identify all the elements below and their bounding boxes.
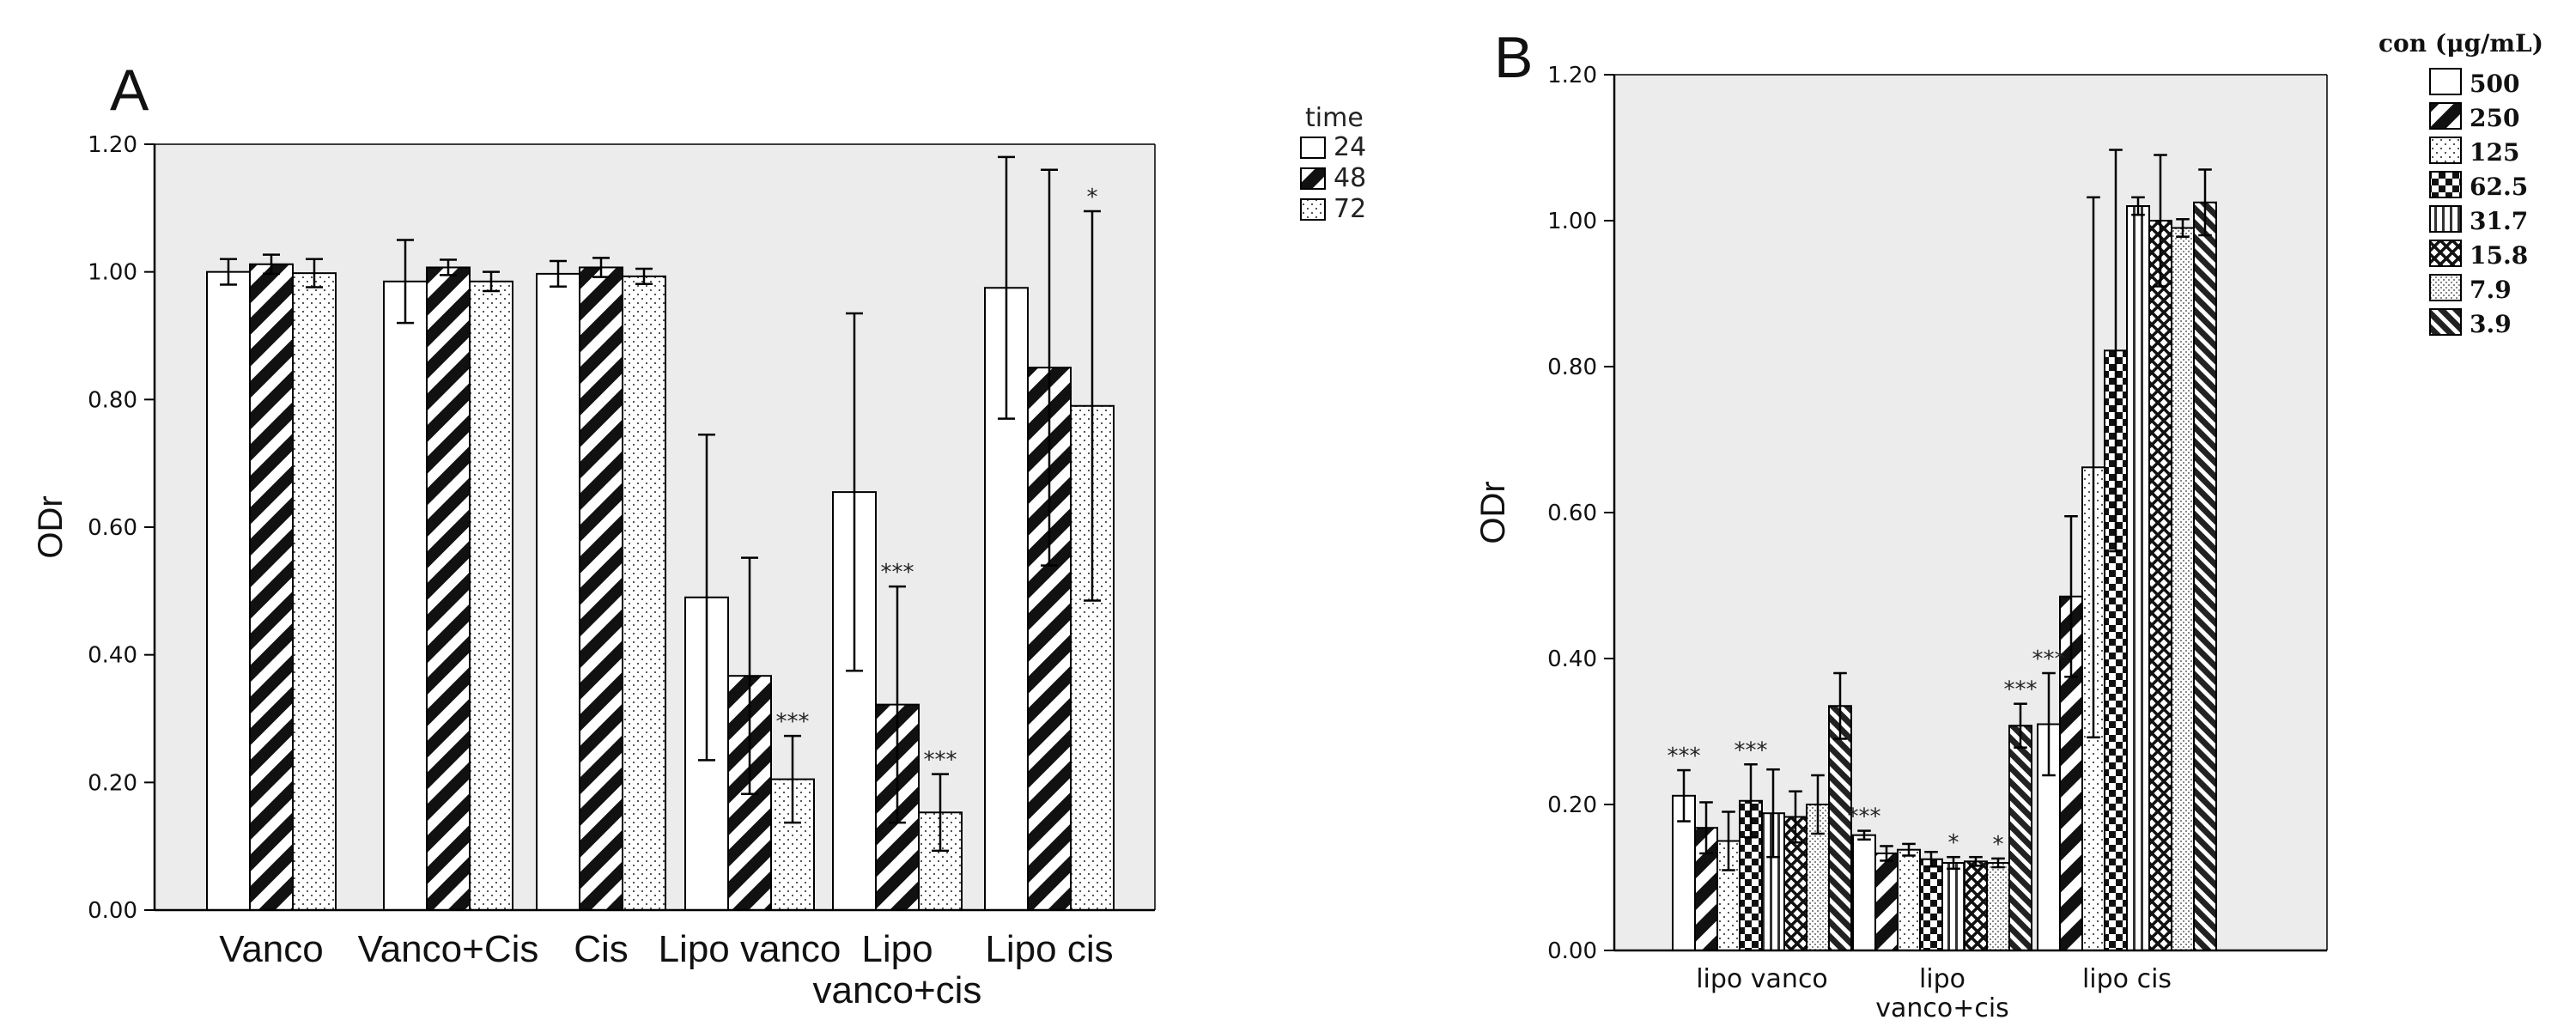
category-label: lipo vanco (1696, 964, 1828, 994)
bar-15.8-lipo-vanco-cis (1964, 860, 1988, 951)
category-label: lipo cis (2082, 964, 2172, 994)
bar-72-cis (622, 275, 666, 911)
y-tick-label: 0.20 (88, 770, 137, 796)
significance-marker: *** (1735, 738, 1768, 763)
bar-24-vanco-cis (383, 280, 428, 912)
y-tick-label: 1.20 (1547, 63, 1597, 88)
bar-48-cis (579, 266, 623, 912)
legend-label: 62.5 (2470, 173, 2528, 201)
legend-swatch (1300, 137, 1326, 159)
legend-label: 72 (1334, 194, 1366, 224)
bar-48-vanco (249, 263, 294, 912)
y-tick-label: 0.40 (1547, 647, 1597, 672)
bar-62.5-lipo-vanco-cis (1919, 858, 1943, 951)
panel-label: B (1494, 25, 1533, 90)
legend-title: time (1305, 103, 1364, 133)
y-tick-label: 0.20 (1547, 792, 1597, 818)
legend-swatch (2429, 102, 2462, 130)
y-tick-label: 1.20 (88, 132, 137, 158)
category-label: Vanco (219, 928, 324, 970)
significance-marker: *** (776, 709, 810, 735)
category-label: vanco+cis (1875, 993, 2009, 1023)
category-label: Lipo (861, 928, 933, 970)
bar-15.8-lipo-cis (2148, 220, 2172, 951)
legend-label: 250 (2470, 104, 2519, 132)
legend-swatch (2429, 308, 2462, 336)
y-tick-label: 0.60 (1547, 501, 1597, 526)
significance-marker: *** (1668, 744, 1701, 769)
legend-label: 125 (2470, 138, 2519, 167)
legend-label: 500 (2470, 70, 2519, 98)
legend-title: con (μg/mL) (2379, 29, 2543, 58)
legend-swatch (2429, 205, 2462, 233)
legend-label: 31.7 (2470, 207, 2528, 235)
category-label: Lipo vanco (659, 928, 841, 970)
bar-3.9-lipo-vanco-cis (2008, 725, 2032, 951)
bar-7.9-lipo-cis (2171, 227, 2195, 951)
significance-marker: *** (881, 560, 914, 586)
bar-48-vanco-cis (426, 266, 471, 912)
bar-24-cis (536, 272, 580, 911)
bar-72-vanco-cis (469, 280, 513, 912)
bar-24-vanco (206, 270, 251, 911)
bar-250-lipo-vanco-cis (1874, 852, 1899, 952)
category-label: Cis (574, 928, 629, 970)
y-tick-label: 1.00 (1547, 209, 1597, 234)
legend-swatch (2429, 274, 2462, 301)
legend-swatch (1300, 167, 1326, 190)
significance-marker: *** (924, 748, 957, 774)
category-label: Lipo cis (985, 928, 1113, 970)
y-tick-label: 0.80 (88, 387, 137, 413)
y-tick-label: 0.00 (88, 898, 137, 924)
significance-marker: * (1993, 832, 2004, 858)
significance-marker: *** (2004, 677, 2038, 703)
legend-swatch (2429, 137, 2462, 164)
category-label: lipo (1919, 964, 1965, 994)
bar-125-lipo-vanco-cis (1897, 848, 1921, 952)
legend-swatch (2429, 68, 2462, 95)
y-tick-label: 0.00 (1547, 938, 1597, 964)
bar-31.7-lipo-vanco-cis (1941, 862, 1965, 951)
bar-3.9-lipo-cis (2193, 201, 2217, 951)
legend-swatch (1300, 198, 1326, 221)
bar-7.9-lipo-vanco-cis (1986, 862, 2010, 951)
bar-500-lipo-vanco-cis (1852, 834, 1876, 952)
significance-marker: * (1087, 185, 1098, 210)
legend-label: 48 (1334, 163, 1366, 193)
significance-marker: * (1948, 830, 1959, 856)
legend-label: 15.8 (2470, 241, 2528, 270)
category-label: vanco+cis (813, 969, 982, 1011)
y-tick-label: 0.40 (88, 643, 137, 669)
panel-a: 0.00 0.20 0.40 0.60 0.80 1.00 1.20 Vanco Vanco+C… (32, 58, 1366, 1011)
y-tick-label: 0.80 (1547, 355, 1597, 380)
legend-label: 24 (1334, 132, 1366, 162)
plot-background (1614, 75, 2327, 950)
significance-marker: *** (1848, 804, 1881, 830)
y-axis-label: ODr (32, 495, 70, 558)
significance-marker: *** (2032, 647, 2066, 672)
panel-label: A (110, 58, 149, 123)
legend-label: 7.9 (2470, 276, 2512, 304)
category-label: Vanco+Cis (358, 928, 539, 970)
y-tick-label: 1.00 (88, 260, 137, 286)
y-tick-label: 0.60 (88, 515, 137, 541)
bar-72-vanco (292, 272, 337, 911)
legend-swatch (2429, 240, 2462, 267)
bar-31.7-lipo-cis (2126, 205, 2150, 951)
legend-label: 3.9 (2470, 310, 2512, 338)
y-axis-label: ODr (1474, 481, 1512, 543)
panel-b: 0.00 0.20 0.40 0.60 0.80 1.00 1.20 lipo vanco li… (1474, 25, 2543, 1023)
legend-swatch (2429, 171, 2462, 198)
